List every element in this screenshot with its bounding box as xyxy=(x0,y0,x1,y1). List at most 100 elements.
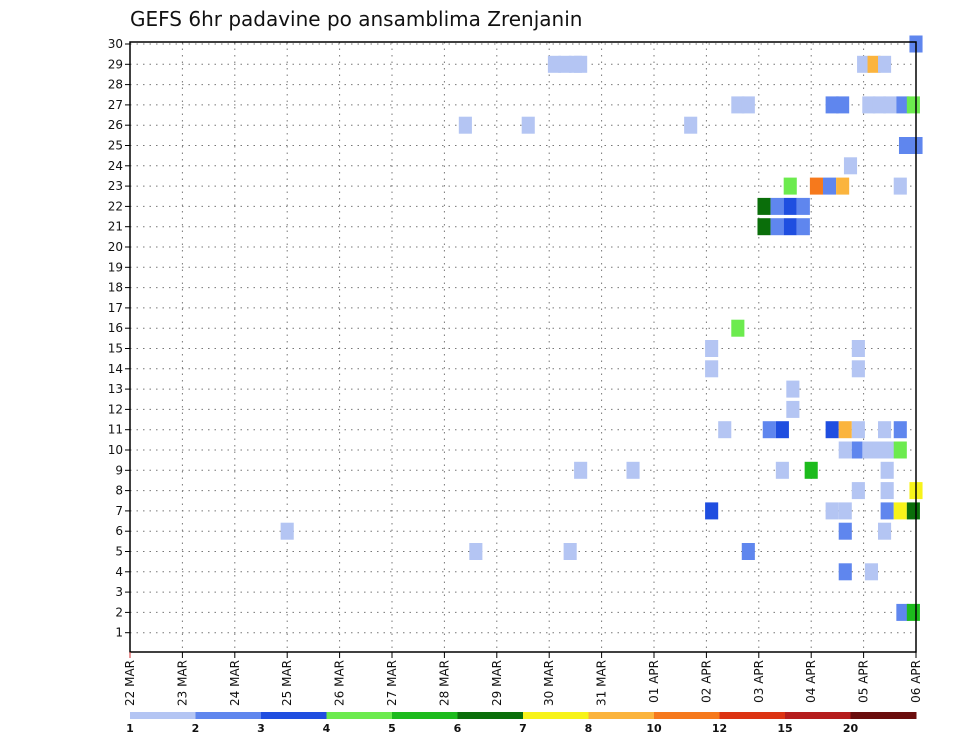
legend-threshold-label: 3 xyxy=(257,722,265,735)
legend-threshold-label: 4 xyxy=(323,722,331,735)
y-tick-label: 4 xyxy=(115,565,123,579)
precip-cell xyxy=(626,461,640,479)
precip-cell xyxy=(880,502,894,520)
precip-cell xyxy=(906,502,920,520)
precip-cell xyxy=(825,502,839,520)
y-tick-label: 25 xyxy=(108,139,123,153)
precip-cell xyxy=(825,421,839,439)
precip-cell xyxy=(893,441,907,459)
precip-cell xyxy=(775,421,789,439)
precip-cell xyxy=(838,502,852,520)
x-tick-label: 25 MAR xyxy=(280,660,294,706)
precip-cell xyxy=(825,96,839,114)
precip-cell xyxy=(838,522,852,540)
y-tick-label: 6 xyxy=(115,524,123,538)
precip-cell xyxy=(896,603,910,621)
precip-cell xyxy=(822,177,837,195)
y-tick-label: 17 xyxy=(108,301,123,315)
precip-cell xyxy=(770,218,784,236)
precip-cell xyxy=(684,116,698,134)
precip-cell xyxy=(521,116,535,134)
x-tick-label: 27 MAR xyxy=(385,660,399,706)
precip-cell xyxy=(864,563,879,581)
precip-cell xyxy=(857,55,871,73)
precip-cell xyxy=(563,543,577,560)
legend-swatch xyxy=(392,712,458,719)
legend-threshold-label: 6 xyxy=(454,722,462,735)
precip-cell xyxy=(775,461,789,479)
precip-cell xyxy=(843,157,858,175)
precip-cell xyxy=(796,218,810,236)
precip-cell xyxy=(883,441,897,459)
precip-cell xyxy=(783,218,797,236)
precip-cell xyxy=(851,421,865,439)
x-tick-label: 02 APR xyxy=(699,660,713,703)
legend-swatch xyxy=(457,712,524,719)
precip-cell xyxy=(836,96,850,114)
x-tick-label: 26 MAR xyxy=(333,660,347,706)
precip-cell xyxy=(872,441,886,459)
precip-cell xyxy=(762,421,776,439)
y-tick-label: 20 xyxy=(108,240,123,254)
precip-cell xyxy=(741,543,755,560)
legend-threshold-label: 8 xyxy=(585,722,593,735)
legend-swatch xyxy=(261,712,327,719)
x-tick-label: 31 MAR xyxy=(595,660,609,706)
y-tick-label: 3 xyxy=(115,585,123,599)
precip-cell xyxy=(906,96,920,114)
y-tick-label: 9 xyxy=(115,463,123,477)
precip-cell xyxy=(893,177,907,195)
x-tick-label: 05 APR xyxy=(857,660,871,703)
precip-cell xyxy=(880,482,894,500)
x-tick-label: 06 APR xyxy=(909,660,923,703)
legend-threshold-label: 5 xyxy=(388,722,396,735)
y-axis: 1234567891011121314151617181920212223242… xyxy=(108,37,130,640)
precip-cell xyxy=(757,218,771,236)
legend-swatch xyxy=(523,712,589,719)
color-legend: 1 2 3 4 5 6 7 8 10 12 15 20 xyxy=(126,712,917,735)
precip-cell xyxy=(851,482,865,500)
y-tick-label: 14 xyxy=(108,362,123,376)
precip-cell xyxy=(547,55,561,73)
y-tick-label: 7 xyxy=(115,504,123,518)
precip-cell xyxy=(705,360,719,378)
legend-swatch xyxy=(588,712,655,719)
precip-cell xyxy=(838,421,852,439)
precip-cell xyxy=(705,340,719,357)
precip-cell xyxy=(862,96,876,114)
chart-title: GEFS 6hr padavine po ansamblima Zrenjani… xyxy=(130,7,582,31)
x-tick-label: 04 APR xyxy=(804,660,818,703)
precip-cell xyxy=(851,360,865,378)
precip-cell xyxy=(906,603,920,621)
precip-cell xyxy=(898,137,913,154)
legend-threshold-label: 12 xyxy=(712,722,727,735)
precip-cell xyxy=(731,96,745,114)
precip-cell xyxy=(883,96,897,114)
precip-cell xyxy=(878,421,892,439)
precip-cell xyxy=(757,197,771,215)
y-tick-label: 12 xyxy=(108,402,123,416)
precip-cell xyxy=(574,55,588,73)
y-tick-label: 27 xyxy=(108,98,123,112)
legend-swatch xyxy=(785,712,851,719)
y-tick-label: 13 xyxy=(108,382,123,396)
precip-cell xyxy=(896,96,910,114)
y-tick-label: 1 xyxy=(115,626,123,640)
precip-cell xyxy=(878,522,892,540)
y-tick-label: 22 xyxy=(108,199,123,213)
precip-cell xyxy=(705,502,719,520)
precip-cell xyxy=(783,177,797,195)
precip-cell xyxy=(851,340,865,357)
precip-cell xyxy=(770,197,784,215)
precip-cell xyxy=(731,319,745,337)
legend-swatch xyxy=(850,712,917,719)
legend-swatch xyxy=(719,712,786,719)
y-tick-label: 15 xyxy=(108,342,123,356)
precip-cell xyxy=(872,96,886,114)
y-tick-label: 28 xyxy=(108,78,123,92)
precip-cell xyxy=(458,116,472,134)
precip-cell xyxy=(867,55,881,73)
y-tick-label: 10 xyxy=(108,443,123,457)
precip-cell xyxy=(786,380,800,398)
legend-swatch xyxy=(326,712,393,719)
